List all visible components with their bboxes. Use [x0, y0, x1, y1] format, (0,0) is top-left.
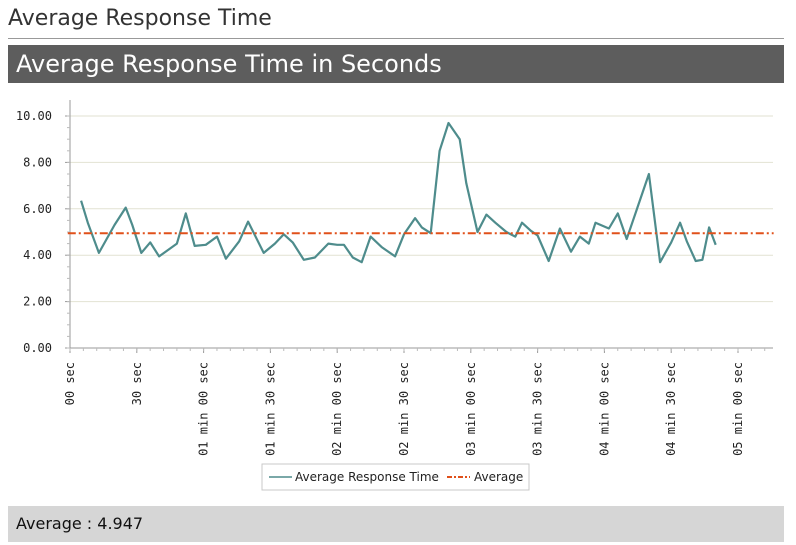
legend-label-average: Average: [474, 470, 523, 484]
x-tick-label: 05 min 00 sec: [731, 362, 745, 456]
y-axis-ticks: 0.00 2.00 4.00 6.00 8.00 10.00: [16, 109, 70, 355]
chart-series: [67, 121, 774, 264]
x-tick-label: 01 min 00 sec: [197, 362, 211, 456]
x-tick-label: 00 sec: [63, 362, 77, 405]
series-line-response-time: [80, 121, 717, 264]
x-axis-ticks: 00 sec 30 sec 01 min 00 sec 01 min 30 sec 02…: [63, 348, 766, 456]
x-tick-label: 03 min 00 sec: [464, 362, 478, 456]
x-tick-label: 30 sec: [130, 362, 144, 405]
x-tick-label: 04 min 00 sec: [597, 362, 611, 456]
chart-legend: Average Response Time Average: [261, 463, 530, 491]
x-tick-label: 03 min 30 sec: [531, 362, 545, 456]
chart-grid: [70, 115, 773, 303]
chart-header: Average Response Time in Seconds: [8, 45, 784, 83]
x-tick-label: 02 min 30 sec: [397, 362, 411, 456]
legend-box: [261, 463, 530, 491]
legend-label-response-time: Average Response Time: [295, 470, 439, 484]
x-tick-label: 02 min 00 sec: [330, 362, 344, 456]
y-tick-label: 0.00: [23, 341, 52, 355]
response-time-chart: 0.00 2.00 4.00 6.00 8.00 10.00 00 sec 30 sec 01…: [16, 100, 774, 491]
y-tick-label: 4.00: [23, 248, 52, 262]
x-tick-label: 01 min 30 sec: [263, 362, 277, 456]
y-tick-label: 8.00: [23, 155, 52, 169]
chart-axes: [69, 100, 773, 349]
y-tick-label: 10.00: [16, 109, 52, 123]
average-summary: Average : 4.947: [8, 506, 784, 542]
title-divider: [8, 38, 784, 39]
y-tick-label: 2.00: [23, 295, 52, 309]
x-tick-label: 04 min 30 sec: [664, 362, 678, 456]
page-title: Average Response Time: [8, 6, 272, 31]
y-tick-label: 6.00: [23, 202, 52, 216]
